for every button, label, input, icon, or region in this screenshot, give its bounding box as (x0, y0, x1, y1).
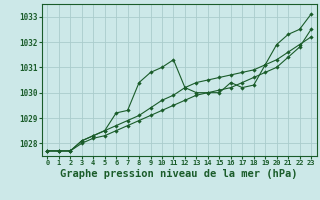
X-axis label: Graphe pression niveau de la mer (hPa): Graphe pression niveau de la mer (hPa) (60, 169, 298, 179)
